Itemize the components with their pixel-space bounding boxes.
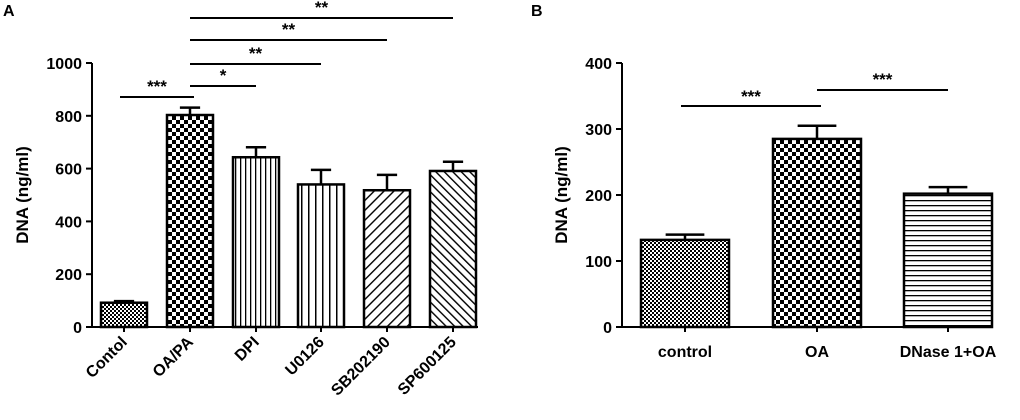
bar (639, 238, 731, 329)
bar (428, 169, 478, 329)
x-tick-label: Contol (83, 334, 131, 382)
x-tick-label: control (658, 344, 712, 361)
significance-label: ** (249, 44, 263, 63)
y-tick-label: 100 (585, 254, 612, 271)
significance-label: *** (741, 87, 761, 106)
y-tick-label: 200 (585, 188, 612, 205)
significance-label: ** (282, 20, 296, 39)
panel-a-letter: A (3, 3, 15, 20)
panel-b-chart: 0 100 200 300 400 DNA (ng/ml) control OA DNase 1… (552, 56, 997, 361)
y-tick-label: 0 (73, 320, 82, 337)
y-tick-label: 1000 (46, 56, 82, 73)
bar (902, 192, 994, 329)
significance-label: *** (147, 77, 167, 96)
y-tick-label: 0 (603, 320, 612, 337)
significance-label: ** (315, 0, 329, 17)
bar (296, 183, 346, 329)
panel-b-letter: B (531, 3, 543, 20)
x-tick-label: SB202190 (328, 334, 394, 400)
y-axis-title: DNA (ng/ml) (13, 146, 32, 244)
y-tick-label: 400 (55, 214, 82, 231)
y-axis-title: DNA (ng/ml) (552, 146, 571, 244)
bar (771, 137, 863, 329)
x-tick-label: OA/PA (150, 333, 197, 380)
bar (99, 301, 149, 329)
bar (231, 155, 281, 329)
y-tick-label: 200 (55, 267, 82, 284)
x-tick-label: U0126 (282, 334, 327, 379)
x-tick-label: DNase 1+OA (900, 344, 997, 361)
x-tick-label: SP600125 (395, 334, 460, 399)
y-tick-label: 600 (55, 162, 82, 179)
y-tick-label: 400 (585, 56, 612, 73)
bar (165, 113, 215, 329)
bar (362, 188, 412, 329)
y-tick-label: 300 (585, 122, 612, 139)
panel-a-chart: 0 200 400 600 800 1000 DNA (ng/ml) Contol OA/PA D… (13, 0, 478, 399)
y-tick-label: 800 (55, 109, 82, 126)
significance-label: *** (873, 70, 893, 89)
x-tick-label: OA (805, 344, 829, 361)
x-tick-label: DPI (232, 334, 263, 365)
significance-label: * (220, 66, 227, 85)
